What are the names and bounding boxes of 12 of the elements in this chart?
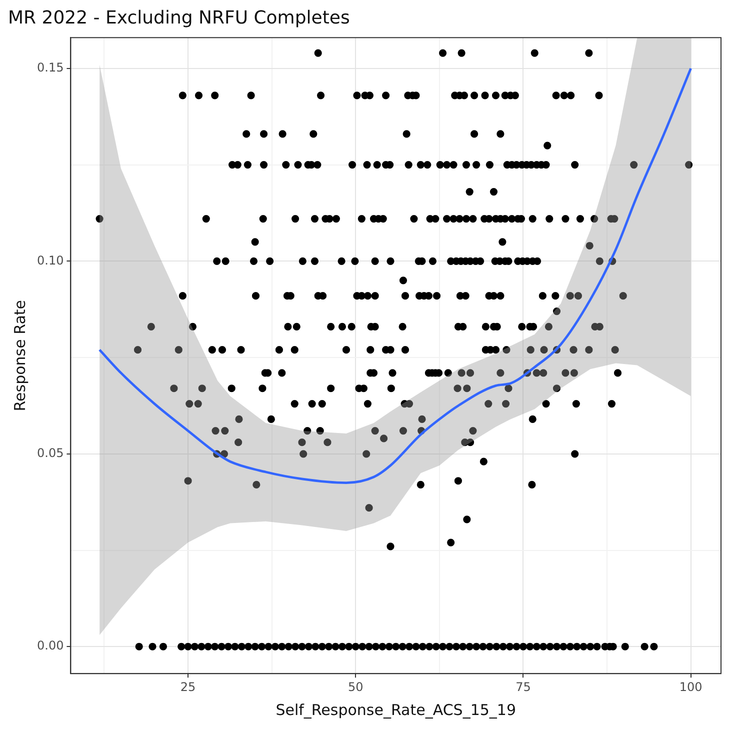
y-tick-label: 0.15 (37, 60, 64, 75)
y-tick-label: 0.00 (37, 638, 64, 653)
y-axis-title: Response Rate (10, 300, 29, 412)
x-tick-label: 75 (516, 680, 531, 694)
x-tick-label: 100 (679, 680, 702, 694)
y-tick-label: 0.10 (37, 253, 64, 268)
x-tick-label: 25 (180, 680, 196, 694)
chart-title: MR 2022 - Excluding NRFU Completes (8, 7, 350, 28)
x-tick-label: 50 (348, 680, 364, 694)
line-series (98, 67, 692, 484)
x-axis-title: Self_Response_Rate_ACS_15_19 (276, 700, 516, 719)
y-tick-label: 0.05 (37, 446, 64, 460)
